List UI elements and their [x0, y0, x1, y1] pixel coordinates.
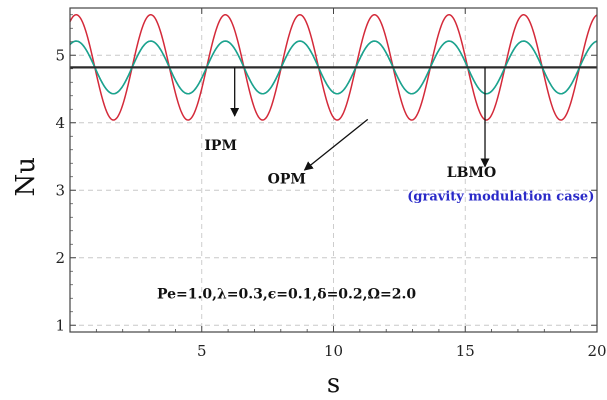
annotation-label: (gravity modulation case) — [407, 189, 594, 204]
x-axis-label: s — [327, 369, 340, 399]
annotation-arrow — [303, 118, 369, 171]
parameter-annotation: Pe=1.0,λ=0.3,ϵ=0.1,δ=0.2,Ω=2.0 — [157, 286, 416, 302]
series-group — [69, 13, 598, 121]
x-tick-label: 20 — [587, 342, 606, 360]
y-tick-label: 2 — [55, 249, 65, 267]
y-tick-label: 1 — [55, 316, 65, 334]
annotation-label: OPM — [268, 172, 306, 188]
annotation-label: IPM — [204, 138, 237, 154]
x-tick-label: 15 — [456, 342, 475, 360]
tick-labels: 5 10 15 20 1 2 3 4 5 — [55, 46, 606, 360]
annotation-label: LBMO — [447, 165, 496, 181]
x-tick-label: 5 — [197, 342, 207, 360]
tick-marks — [70, 8, 598, 332]
y-tick-label: 4 — [55, 114, 65, 132]
y-tick-label: 3 — [55, 181, 65, 199]
series-line-opm — [69, 40, 598, 95]
y-axis-label: Nu — [11, 157, 41, 197]
annotations: IPM OPM LBMO (gravity modulation case) — [204, 67, 594, 204]
series-line-ipm — [69, 13, 598, 121]
y-tick-label: 5 — [55, 46, 65, 64]
x-tick-label: 10 — [324, 342, 343, 360]
